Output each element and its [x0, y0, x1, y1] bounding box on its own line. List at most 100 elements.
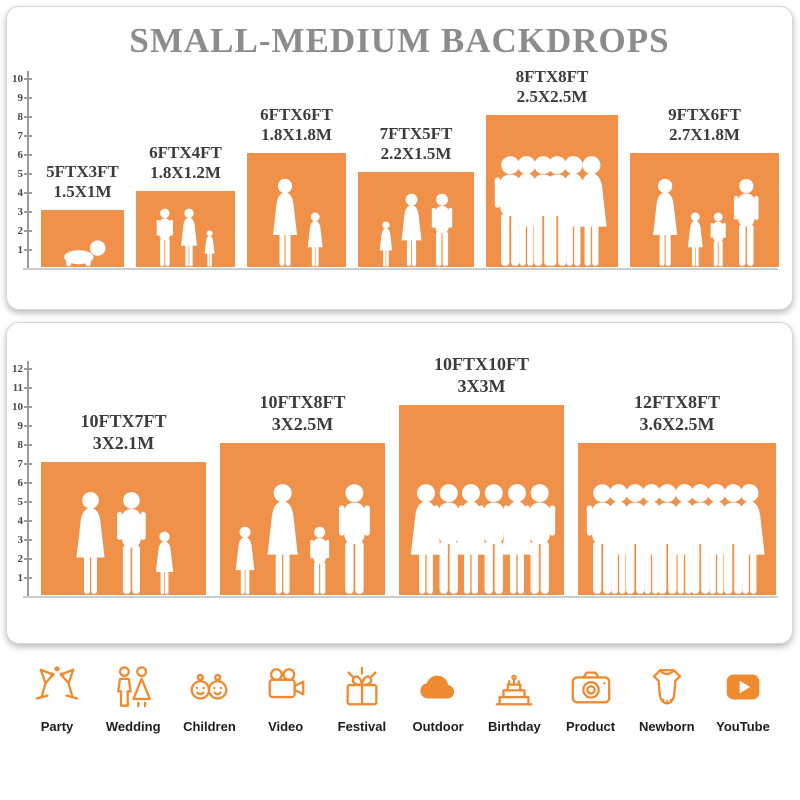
festival-icon	[339, 658, 385, 710]
woman-silhouette	[727, 483, 772, 595]
man-silhouette	[113, 491, 150, 595]
ground-line	[23, 268, 778, 270]
category-label: Wedding	[105, 719, 161, 734]
backdrop-size-label: 10FTX10FT 3X3M	[434, 354, 529, 398]
woman-silhouette	[202, 230, 217, 267]
ruler-tick-label: 9	[17, 92, 24, 104]
backdrop-size-label: 6FTX4FT 1.8X1.2M	[149, 143, 222, 184]
backdrop-size-label: 10FTX8FT 3X2.5M	[259, 392, 345, 436]
ruler-tick-mark	[24, 249, 32, 251]
ruler-tick-label: 7	[17, 458, 24, 470]
backdrop-size-ft: 7FTX5FT	[379, 123, 453, 143]
backdrop-size-m: 1.8X1.8M	[261, 125, 332, 145]
backdrop: 9FTX6FT 2.7X1.8M	[630, 105, 779, 267]
category-label: Outdoor	[412, 719, 464, 734]
party-icon	[34, 658, 80, 710]
backdrop-size-ft: 9FTX6FT	[668, 104, 741, 124]
ruler-tick-mark	[24, 230, 32, 232]
woman-silhouette	[569, 155, 614, 267]
woman-silhouette	[260, 483, 305, 595]
backdrop-size-label: 12FTX8FT 3.6X2.5M	[634, 392, 720, 436]
backdrop: 12FTX8FT 3.6X2.5M	[578, 392, 776, 595]
silhouette-group	[377, 193, 456, 267]
backdrop: 10FTX7FT 3X2.1M	[41, 411, 206, 595]
backdrop-size-label: 6FTX6FT 1.8X1.8M	[260, 105, 333, 146]
silhouette-group	[231, 483, 374, 595]
ruler-tick-label: 2	[17, 553, 24, 565]
silhouette-group	[403, 483, 560, 595]
ruler-tick-label: 8	[17, 111, 24, 123]
ruler-tick-mark	[24, 173, 32, 175]
man-silhouette	[429, 193, 456, 267]
backdrop-size-m: 3X3M	[457, 376, 506, 397]
backdrop-size-ft: 6FTX4FT	[149, 142, 222, 162]
category-party: Party	[20, 658, 94, 780]
backdrop-size-m: 3X2.1M	[92, 433, 155, 454]
backdrop-size-m: 1.5X1M	[53, 182, 112, 202]
backdrop-block	[41, 210, 124, 267]
category-label: Birthday	[487, 719, 541, 734]
ruler-tick-label: 1	[17, 572, 24, 584]
category-children: Children	[172, 658, 246, 780]
backdrop-size-ft: 8FTX8FT	[515, 66, 589, 86]
ruler-tick-mark	[24, 406, 32, 408]
ruler-tick-mark	[24, 116, 32, 118]
ruler-tick-label: 2	[17, 225, 24, 237]
backdrop-size-label: 8FTX8FT 2.5X2.5M	[516, 67, 589, 108]
man-silhouette	[730, 178, 762, 267]
backdrop-size-label: 9FTX6FT 2.7X1.8M	[668, 105, 741, 146]
ruler-tick-mark	[24, 135, 32, 137]
ruler-tick-label: 6	[17, 149, 24, 161]
category-label: Festival	[337, 719, 387, 734]
backdrop-size-m: 2.5X2.5M	[516, 87, 588, 107]
category-label: Newborn	[638, 719, 695, 734]
silhouette-group	[154, 208, 218, 267]
backdrop-size-label: 7FTX5FT 2.2X1.5M	[380, 124, 453, 165]
backdrop-block	[247, 153, 346, 267]
woman-silhouette	[231, 526, 259, 595]
ruler-axis	[27, 361, 29, 597]
ruler-tick-mark	[24, 558, 32, 560]
ruler-tick-mark	[24, 97, 32, 99]
ruler-axis	[27, 71, 29, 269]
backdrop-size-m: 2.7X1.8M	[669, 125, 740, 145]
ruler-tick-label: 10	[12, 401, 23, 413]
woman-silhouette	[377, 221, 395, 267]
backdrop-size-ft: 5FTX3FT	[46, 161, 119, 181]
backdrop-size-m: 3.6X2.5M	[639, 414, 715, 435]
medium-backdrops-panel: 1 2 3 4 5 6 7 8 9 10 11 12 10FTX7FT 3X2.1M 10FTX8FT 3X2…	[6, 322, 793, 644]
ruler-tick-mark	[24, 368, 32, 370]
man-silhouette	[154, 208, 175, 267]
woman-silhouette	[647, 178, 683, 267]
ruler-tick-mark	[24, 78, 32, 80]
backdrop-block	[136, 191, 235, 267]
woman-silhouette	[684, 212, 706, 267]
ruler-tick-label: 3	[17, 206, 24, 218]
ruler-tick-label: 1	[17, 244, 24, 256]
ruler-tick-mark	[24, 482, 32, 484]
newborn-icon	[644, 658, 690, 710]
silhouette-group	[57, 239, 107, 267]
ruler-tick-label: 11	[12, 382, 23, 394]
category-label: Video	[268, 719, 304, 734]
man-silhouette	[307, 526, 332, 595]
woman-silhouette	[267, 178, 303, 267]
ruler-tick-mark	[24, 387, 32, 389]
wedding-icon	[110, 658, 156, 710]
woman-silhouette	[177, 208, 201, 267]
ruler-tick-label: 8	[17, 439, 24, 451]
baby-silhouette	[57, 239, 107, 267]
woman-silhouette	[403, 483, 448, 595]
ruler-tick-mark	[24, 444, 32, 446]
woman-silhouette	[152, 531, 178, 595]
man-silhouette	[708, 212, 728, 267]
category-festival: Festival	[325, 658, 399, 780]
backdrop-block	[630, 153, 779, 267]
woman-silhouette	[551, 155, 596, 267]
man-silhouette	[428, 483, 468, 595]
backdrop: 6FTX4FT 1.8X1.2M	[136, 143, 235, 267]
category-youtube: YouTube	[706, 658, 780, 780]
silhouette-group	[267, 178, 327, 267]
backdrop-size-m: 2.2X1.5M	[380, 144, 452, 164]
ruler-tick-mark	[24, 192, 32, 194]
